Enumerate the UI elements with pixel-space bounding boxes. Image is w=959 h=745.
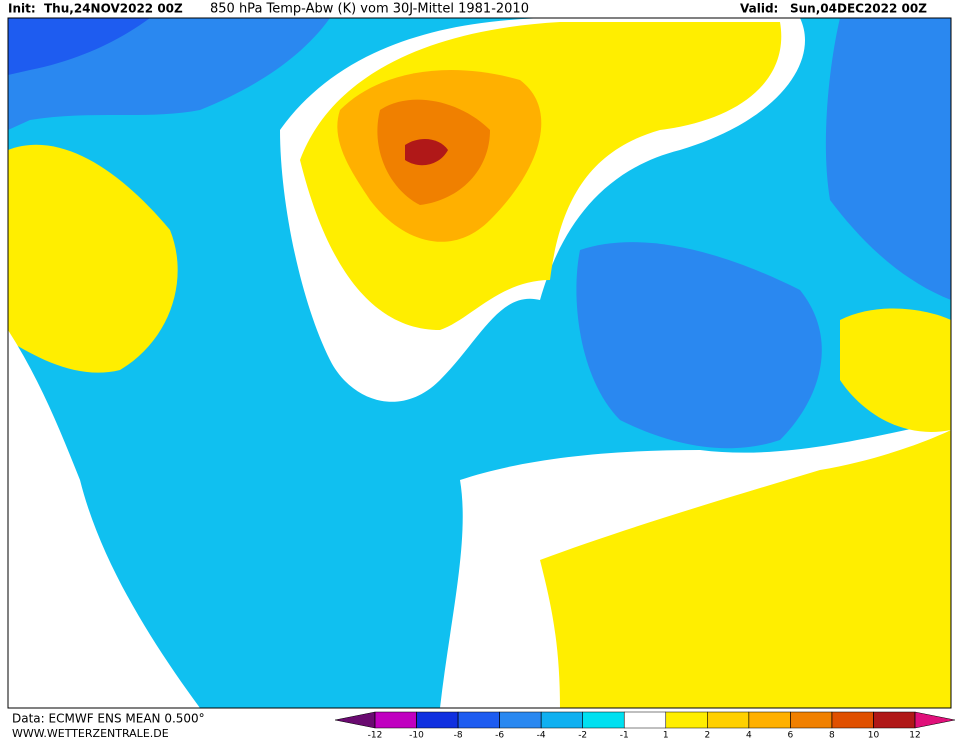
legend-swatch	[499, 711, 542, 729]
legend-swatch	[623, 711, 667, 729]
legend-tick-label: -12	[368, 731, 383, 741]
valid-time: Sun,04DEC2022 00Z	[790, 2, 927, 16]
field-white-west	[8, 330, 200, 708]
legend-tick-label: 10	[868, 731, 880, 741]
legend-tick-label: 1	[663, 731, 669, 741]
field-yellow-south	[540, 430, 951, 708]
legend-tick-label: -10	[409, 731, 424, 741]
legend-tick-label: 12	[909, 731, 920, 741]
data-source: Data: ECMWF ENS MEAN 0.500°	[12, 712, 205, 726]
legend-swatch	[873, 711, 916, 729]
map-frame	[7, 17, 952, 709]
field-darkblue	[8, 18, 150, 75]
legend-tick-label: -6	[495, 731, 504, 741]
init-label: Init:	[8, 2, 36, 16]
legend-tick-label: 6	[788, 731, 794, 741]
site-url: WWW.WETTERZENTRALE.DE	[12, 727, 169, 740]
legend-tick-label: 2	[704, 731, 710, 741]
legend-swatch	[457, 711, 500, 729]
legend-swatch	[831, 711, 874, 729]
legend-tick-label: -1	[620, 731, 629, 741]
field-blue-europe	[576, 242, 822, 449]
field-blue-east	[825, 18, 951, 300]
legend-swatch	[665, 711, 708, 729]
legend-tick-label: 4	[746, 731, 752, 741]
legend-swatch	[416, 711, 459, 729]
legend-swatch	[748, 711, 791, 729]
legend-swatch	[540, 711, 583, 729]
legend-swatch	[790, 711, 833, 729]
valid-label: Valid:	[740, 2, 778, 16]
legend-swatch	[707, 711, 750, 729]
legend-tick-label: -8	[454, 731, 463, 741]
legend-tick-label: -4	[537, 731, 546, 741]
field-yellow-west	[8, 144, 178, 373]
init-time: Thu,24NOV2022 00Z	[44, 2, 183, 16]
map-field	[8, 18, 951, 708]
legend-swatch	[582, 711, 625, 729]
legend-tick-label: 8	[829, 731, 835, 741]
legend-swatch	[374, 711, 417, 729]
map-title: 850 hPa Temp-Abw (K) vom 30J-Mittel 1981…	[210, 2, 529, 17]
field-yellow-east	[840, 308, 951, 432]
field-red	[405, 138, 448, 166]
color-legend: -12 -10 -8 -6 -4 -2 -1 1 2 4 6 8 10 12	[334, 711, 956, 741]
legend-tick-label: -2	[578, 731, 587, 741]
